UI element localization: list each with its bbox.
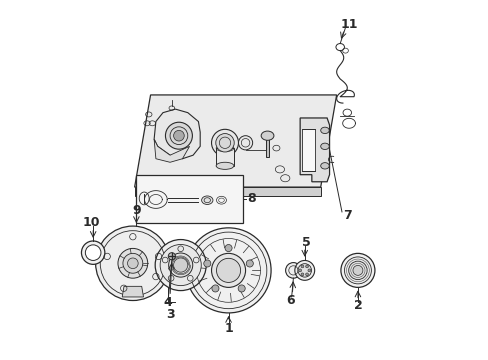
Bar <box>301 129 315 171</box>
Text: 7: 7 <box>342 209 351 222</box>
Text: 10: 10 <box>82 216 100 229</box>
Circle shape <box>307 269 310 272</box>
Polygon shape <box>122 286 143 297</box>
Polygon shape <box>154 109 200 159</box>
Circle shape <box>81 241 104 264</box>
Circle shape <box>96 226 170 301</box>
Ellipse shape <box>320 143 328 149</box>
Polygon shape <box>300 118 329 182</box>
Circle shape <box>238 285 244 292</box>
Circle shape <box>155 239 206 291</box>
Circle shape <box>348 261 366 280</box>
Ellipse shape <box>215 134 234 152</box>
Text: 5: 5 <box>302 236 310 249</box>
Text: 3: 3 <box>165 308 174 321</box>
Circle shape <box>305 273 308 276</box>
Circle shape <box>118 248 147 278</box>
Circle shape <box>127 258 138 269</box>
Circle shape <box>340 253 374 287</box>
Circle shape <box>185 228 270 313</box>
Circle shape <box>294 260 314 280</box>
Ellipse shape <box>201 196 212 204</box>
Circle shape <box>122 253 142 273</box>
Circle shape <box>224 244 232 252</box>
Polygon shape <box>134 187 320 196</box>
Ellipse shape <box>320 163 328 169</box>
Text: 4: 4 <box>163 296 172 309</box>
Circle shape <box>301 265 303 268</box>
Circle shape <box>173 258 187 272</box>
Text: 8: 8 <box>247 192 255 205</box>
Circle shape <box>211 285 219 292</box>
Circle shape <box>216 258 240 283</box>
Text: 11: 11 <box>340 18 357 31</box>
Ellipse shape <box>238 136 252 150</box>
Circle shape <box>246 260 253 267</box>
Circle shape <box>168 253 175 260</box>
Ellipse shape <box>211 129 238 156</box>
Bar <box>265 136 269 157</box>
Ellipse shape <box>261 131 273 140</box>
Circle shape <box>298 269 301 272</box>
Circle shape <box>203 260 210 267</box>
Ellipse shape <box>320 127 328 134</box>
Circle shape <box>305 265 308 268</box>
Polygon shape <box>134 95 336 187</box>
Circle shape <box>285 262 301 278</box>
Circle shape <box>352 265 362 275</box>
Circle shape <box>168 253 192 277</box>
Ellipse shape <box>216 162 233 169</box>
Circle shape <box>301 273 303 276</box>
Circle shape <box>85 245 101 260</box>
Circle shape <box>211 253 245 287</box>
Text: 1: 1 <box>224 322 232 336</box>
Circle shape <box>344 257 370 284</box>
Text: 6: 6 <box>285 294 294 307</box>
Bar <box>136 175 242 222</box>
Text: 9: 9 <box>133 204 141 217</box>
Ellipse shape <box>165 122 192 149</box>
Circle shape <box>297 264 311 277</box>
Polygon shape <box>154 139 189 162</box>
Bar <box>216 148 233 166</box>
Circle shape <box>160 244 201 285</box>
Text: 2: 2 <box>353 299 362 312</box>
Ellipse shape <box>173 130 184 141</box>
